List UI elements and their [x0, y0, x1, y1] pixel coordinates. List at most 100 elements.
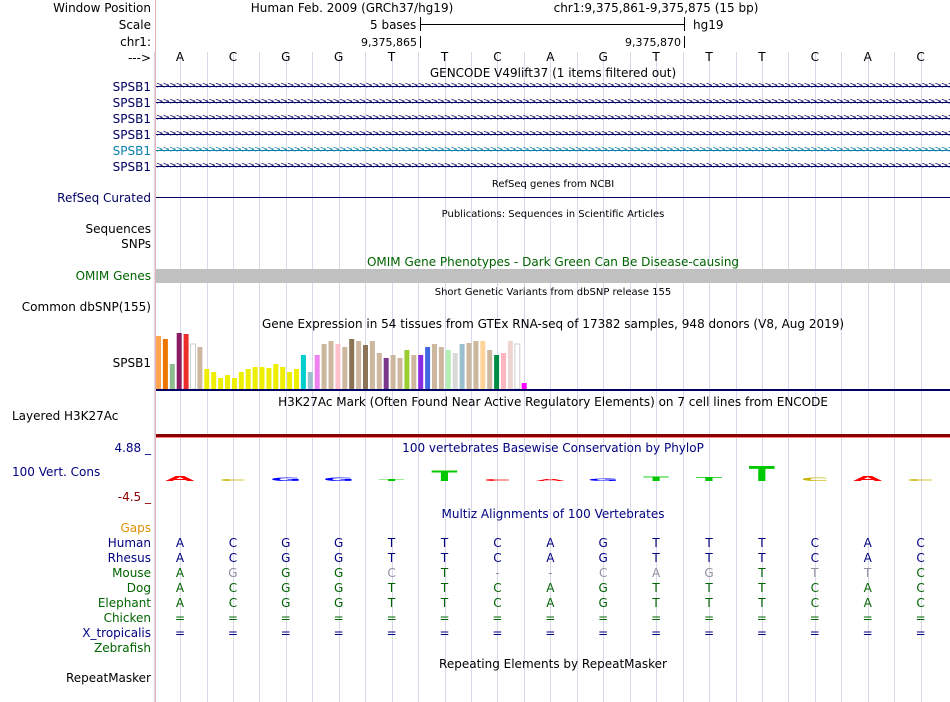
gtex-tissue-bar[interactable]	[404, 350, 410, 389]
gtex-tissue-bar[interactable]	[266, 368, 272, 389]
refseq-label[interactable]: RefSeq Curated	[57, 191, 151, 205]
dbsnp-label[interactable]: Common dbSNP(155)	[21, 300, 151, 314]
gtex-tissue-bar[interactable]	[390, 355, 396, 389]
gtex-tissue-bar[interactable]	[294, 369, 299, 389]
gtex-tissue-bar[interactable]	[231, 378, 237, 389]
gtex-tissue-bar[interactable]	[514, 343, 521, 390]
gene-label[interactable]: SPSB1	[112, 128, 151, 142]
gtex-tissue-bar[interactable]	[397, 358, 403, 389]
gtex-tissue-bar[interactable]	[369, 341, 375, 389]
gtex-tissue-bar[interactable]	[156, 336, 161, 389]
multiz-title[interactable]: Multiz Alignments of 100 Vertebrates	[441, 507, 665, 521]
omim-label[interactable]: OMIM Genes	[75, 269, 151, 283]
gene-model[interactable]: >>>>>>>>>>>>>>>>>>>>>>>>>>>>>>>>>>>>>>>>…	[156, 129, 950, 139]
species-label[interactable]: Human	[107, 536, 151, 550]
species-label[interactable]: Chicken	[103, 611, 151, 625]
grid-line	[921, 52, 922, 702]
gtex-tissue-bar[interactable]	[376, 353, 382, 389]
gene-label[interactable]: SPSB1	[112, 112, 151, 126]
sequences-label[interactable]: Sequences	[85, 222, 151, 236]
gtex-tissue-bar[interactable]	[432, 344, 437, 389]
gtex-title[interactable]: Gene Expression in 54 tissues from GTEx …	[261, 317, 845, 331]
gtex-bar-chart[interactable]	[156, 330, 950, 390]
gtex-tissue-bar[interactable]	[321, 344, 327, 389]
gtex-tissue-bar[interactable]	[501, 353, 506, 389]
gene-label[interactable]: SPSB1	[112, 80, 151, 94]
gene-model[interactable]: >>>>>>>>>>>>>>>>>>>>>>>>>>>>>>>>>>>>>>>>…	[156, 145, 950, 155]
gene-label[interactable]: SPSB1	[112, 144, 151, 158]
gtex-tissue-bar[interactable]	[507, 341, 513, 389]
h3k27ac-title[interactable]: H3K27Ac Mark (Often Found Near Active Re…	[278, 395, 828, 409]
repeatmasker-label[interactable]: RepeatMasker	[65, 671, 151, 685]
h3k27ac-label[interactable]: Layered H3K27Ac	[12, 409, 119, 423]
gtex-tissue-bar[interactable]	[190, 343, 196, 390]
coord-left: 9,375,865	[361, 36, 417, 49]
gtex-tissue-bar[interactable]	[252, 367, 258, 389]
gtex-tissue-bar[interactable]	[328, 341, 334, 389]
gene-label[interactable]: SPSB1	[112, 96, 151, 110]
species-label[interactable]: Rhesus	[107, 551, 151, 565]
gtex-tissue-bar[interactable]	[411, 355, 417, 389]
gene-model[interactable]: >>>>>>>>>>>>>>>>>>>>>>>>>>>>>>>>>>>>>>>>…	[156, 81, 950, 91]
gtex-tissue-bar[interactable]	[307, 372, 313, 389]
gtex-tissue-bar[interactable]	[521, 383, 527, 389]
gtex-tissue-bar[interactable]	[183, 334, 189, 389]
gtex-tissue-bar[interactable]	[238, 372, 244, 389]
gtex-tissue-bar[interactable]	[314, 355, 320, 389]
cons-label[interactable]: 100 Vert. Cons	[12, 465, 101, 479]
gene-model[interactable]: >>>>>>>>>>>>>>>>>>>>>>>>>>>>>>>>>>>>>>>>…	[156, 113, 950, 123]
gtex-tissue-bar[interactable]	[356, 341, 362, 389]
repeatmasker-title[interactable]: Repeating Elements by RepeatMasker	[439, 657, 667, 671]
gtex-tissue-bar[interactable]	[466, 343, 472, 389]
gene-model[interactable]: >>>>>>>>>>>>>>>>>>>>>>>>>>>>>>>>>>>>>>>>…	[156, 97, 950, 107]
gtex-tissue-bar[interactable]	[438, 347, 444, 389]
species-label[interactable]: Zebrafish	[94, 641, 151, 655]
cons-title[interactable]: 100 vertebrates Basewise Conservation by…	[402, 441, 704, 455]
gtex-tissue-bar[interactable]	[259, 367, 265, 389]
gtex-tissue-bar[interactable]	[245, 369, 251, 389]
gtex-tissue-bar[interactable]	[273, 364, 279, 389]
gtex-tissue-bar[interactable]	[480, 341, 486, 389]
gtex-tissue-bar[interactable]	[225, 375, 230, 389]
species-label[interactable]: Mouse	[112, 566, 151, 580]
gtex-tissue-bar[interactable]	[418, 355, 424, 389]
snps-label[interactable]: SNPs	[121, 237, 151, 251]
gtex-tissue-bar[interactable]	[363, 345, 368, 389]
gtex-tissue-bar[interactable]	[169, 364, 175, 389]
gtex-tissue-bar[interactable]	[487, 350, 493, 389]
species-label[interactable]: X_tropicalis	[82, 626, 151, 640]
gtex-tissue-bar[interactable]	[197, 347, 203, 389]
gtex-tissue-bar[interactable]	[452, 353, 458, 389]
omim-title[interactable]: OMIM Gene Phenotypes - Dark Green Can Be…	[366, 255, 740, 269]
species-label[interactable]: Elephant	[97, 596, 151, 610]
gtex-tissue-bar[interactable]	[383, 358, 389, 389]
publications-title[interactable]: Publications: Sequences in Scientific Ar…	[441, 209, 665, 220]
refseq-title[interactable]: RefSeq genes from NCBI	[491, 179, 615, 190]
gencode-title[interactable]: GENCODE V49lift37 (1 items filtered out)	[429, 66, 677, 80]
gtex-tissue-bar[interactable]	[162, 339, 168, 389]
gtex-tissue-bar[interactable]	[218, 378, 224, 389]
assembly-name: Human Feb. 2009 (GRCh37/hg19)	[250, 1, 454, 15]
gene-model[interactable]: >>>>>>>>>>>>>>>>>>>>>>>>>>>>>>>>>>>>>>>>…	[156, 161, 950, 171]
gtex-tissue-bar[interactable]	[494, 355, 500, 389]
gtex-tissue-bar[interactable]	[445, 350, 451, 389]
gtex-tissue-bar[interactable]	[425, 347, 431, 389]
gtex-tissue-bar[interactable]	[176, 333, 182, 389]
gtex-tissue-bar[interactable]	[287, 372, 293, 389]
gtex-tissue-bar[interactable]	[211, 372, 217, 389]
gtex-tissue-bar[interactable]	[204, 369, 210, 389]
gtex-tissue-bar[interactable]	[459, 344, 465, 389]
species-label[interactable]: Dog	[126, 581, 151, 595]
omim-bar[interactable]	[156, 269, 950, 283]
gtex-tissue-bar[interactable]	[300, 355, 306, 389]
gene-label[interactable]: SPSB1	[112, 160, 151, 174]
track-data-area[interactable]: Human Feb. 2009 (GRCh37/hg19) chr1:9,375…	[154, 0, 950, 702]
gtex-tissue-bar[interactable]	[349, 339, 355, 389]
dbsnp-title[interactable]: Short Genetic Variants from dbSNP releas…	[434, 287, 672, 298]
gtex-tissue-bar[interactable]	[473, 341, 479, 389]
gtex-label[interactable]: SPSB1	[112, 356, 151, 370]
gtex-tissue-bar[interactable]	[335, 344, 341, 389]
gtex-tissue-bar[interactable]	[342, 347, 348, 389]
gtex-tissue-bar[interactable]	[280, 367, 286, 389]
